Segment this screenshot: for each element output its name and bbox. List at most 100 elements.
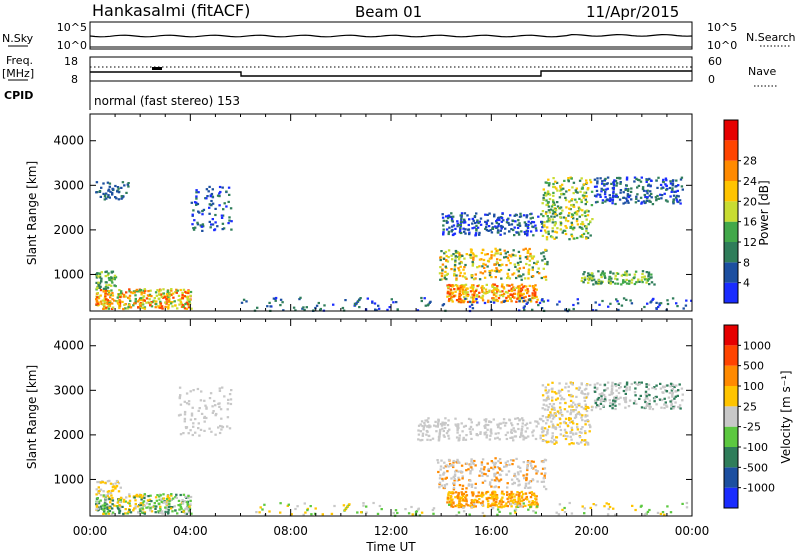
echo-cell xyxy=(511,273,514,276)
echo-cell xyxy=(579,190,582,193)
echo-cell xyxy=(563,506,566,510)
echo-cell xyxy=(124,500,127,503)
echo-cell xyxy=(480,286,483,289)
echo-cell xyxy=(485,434,489,437)
echo-cell xyxy=(517,465,520,468)
echo-cell xyxy=(186,299,189,302)
echo-cell xyxy=(553,416,556,419)
echo-cell xyxy=(509,503,512,506)
echo-cell xyxy=(102,511,106,514)
echo-cell xyxy=(546,260,549,264)
x-tick-label: 00:00 xyxy=(73,524,108,538)
echo-cell xyxy=(660,197,663,200)
echo-cell xyxy=(229,398,233,401)
echo-cell xyxy=(155,505,158,508)
echo-cell xyxy=(516,505,520,508)
echo-cell xyxy=(457,426,460,430)
echo-cell xyxy=(522,299,526,303)
echo-cell xyxy=(603,272,606,275)
echo-cell xyxy=(533,296,536,299)
echo-cell xyxy=(518,215,522,218)
echo-cell xyxy=(659,387,663,390)
echo-cell xyxy=(531,502,534,505)
echo-cell xyxy=(310,513,313,516)
echo-cell xyxy=(197,422,200,425)
echo-cell xyxy=(640,406,644,409)
echo-cell xyxy=(503,232,506,235)
echo-cell xyxy=(179,301,183,304)
echo-cell xyxy=(119,291,123,294)
echo-cell xyxy=(559,433,562,436)
echo-cell xyxy=(454,505,457,508)
echo-cell xyxy=(551,423,555,426)
echo-cell xyxy=(95,298,98,301)
echo-cell xyxy=(100,277,103,280)
echo-cell xyxy=(655,301,658,304)
colorbar-frame xyxy=(723,324,739,509)
echo-cell xyxy=(519,212,522,215)
echo-cell xyxy=(500,227,503,230)
echo-cell xyxy=(631,504,634,507)
echo-cell xyxy=(548,425,551,428)
echo-cell xyxy=(513,296,516,299)
echo-cell xyxy=(118,511,121,515)
echo-cell xyxy=(106,301,109,304)
echo-cell xyxy=(543,229,547,232)
echo-cell xyxy=(531,216,534,219)
echo-cell xyxy=(558,382,561,385)
velocity-ylabel: Slant Range [km] xyxy=(25,365,39,469)
echo-cell xyxy=(495,494,499,497)
echo-cell xyxy=(619,181,622,184)
echo-cell xyxy=(159,509,162,512)
echo-cell xyxy=(461,275,465,278)
echo-cell xyxy=(492,502,495,505)
echo-cell xyxy=(456,458,459,461)
echo-cell xyxy=(589,178,592,182)
echo-cell xyxy=(676,394,679,397)
echo-cell xyxy=(504,504,508,507)
echo-cell xyxy=(187,306,191,309)
echo-cell xyxy=(97,500,101,503)
echo-cell xyxy=(168,497,171,500)
echo-cell xyxy=(486,219,490,222)
echo-cell xyxy=(167,306,170,309)
echo-cell xyxy=(211,218,214,221)
echo-cell xyxy=(564,232,568,236)
echo-cell xyxy=(106,286,110,289)
echo-cell xyxy=(681,399,684,402)
echo-cell xyxy=(459,228,462,231)
echo-cell xyxy=(595,309,598,312)
echo-cell xyxy=(491,227,494,230)
echo-cell xyxy=(417,507,420,510)
echo-cell xyxy=(520,283,524,286)
echo-cell xyxy=(220,417,223,420)
echo-cell xyxy=(463,230,466,233)
echo-cell xyxy=(546,190,550,193)
echo-cell xyxy=(139,302,143,305)
echo-cell xyxy=(544,439,548,443)
echo-cell xyxy=(162,497,165,500)
freq-label-line2: [MHz] xyxy=(2,67,34,80)
echo-cell xyxy=(497,225,500,228)
echo-cell xyxy=(470,256,473,259)
echo-cell xyxy=(453,479,456,482)
echo-cell xyxy=(499,427,502,430)
echo-cell xyxy=(510,228,513,231)
echo-cell xyxy=(665,404,668,407)
echo-cell xyxy=(622,191,625,194)
echo-cell xyxy=(460,493,464,496)
echo-cell xyxy=(464,424,467,427)
echo-cell xyxy=(521,417,524,420)
echo-cell xyxy=(564,196,567,199)
echo-cell xyxy=(458,434,461,437)
echo-cell xyxy=(559,189,562,192)
echo-cell xyxy=(192,389,195,392)
echo-cell xyxy=(115,484,119,488)
echo-cell xyxy=(666,200,669,203)
echo-cell xyxy=(504,421,508,425)
echo-cell xyxy=(656,511,660,514)
echo-cell xyxy=(541,467,545,470)
echo-cell xyxy=(659,512,663,515)
echo-cell xyxy=(591,277,594,280)
echo-cell xyxy=(580,226,583,229)
